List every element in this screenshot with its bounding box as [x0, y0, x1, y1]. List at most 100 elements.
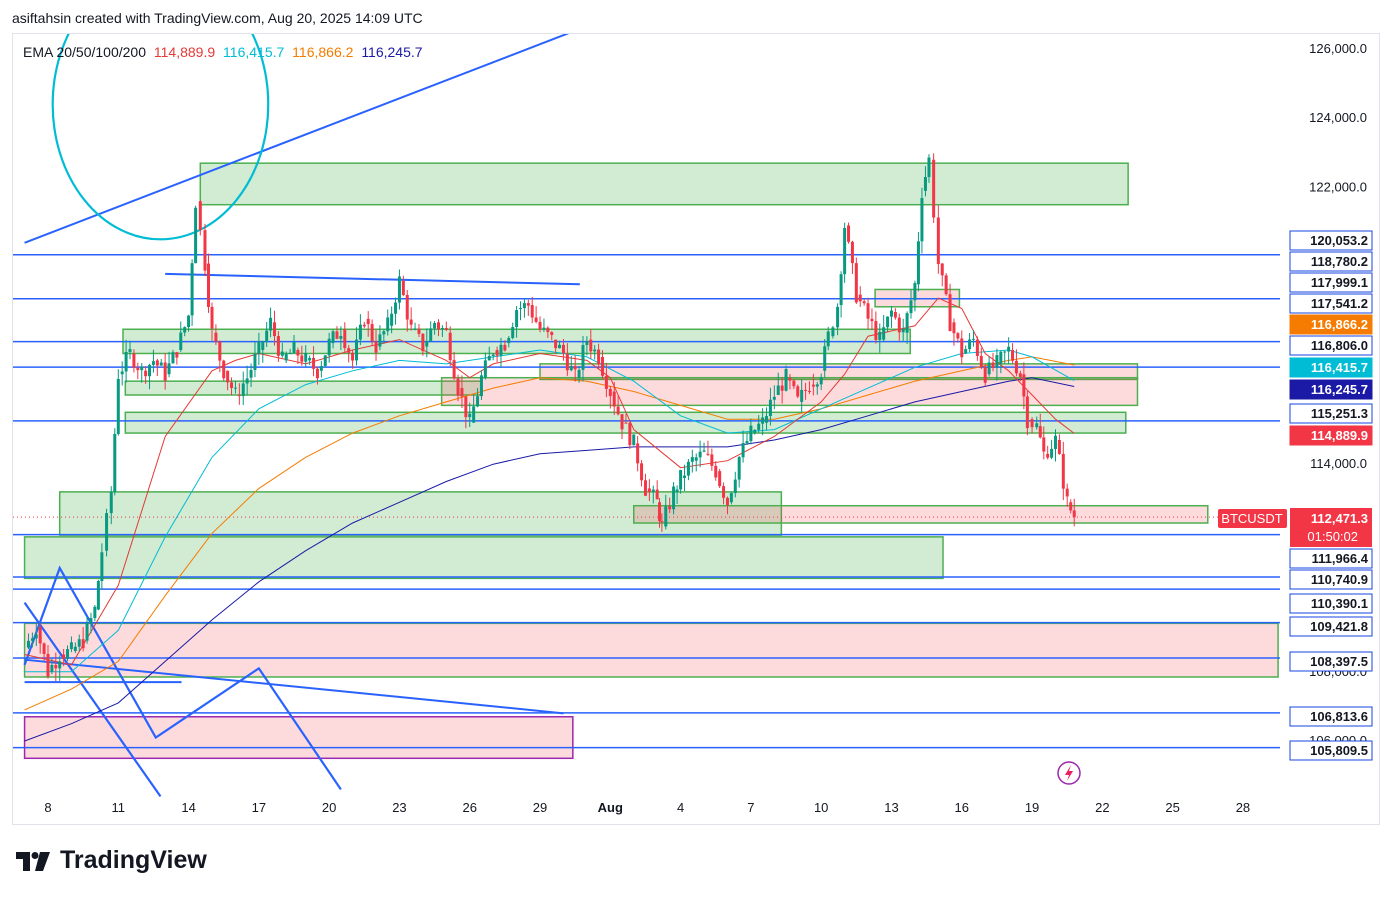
candle-body[interactable] [1038, 426, 1042, 438]
candle-body[interactable] [351, 352, 355, 361]
candle-body[interactable] [89, 618, 93, 624]
candle-body[interactable] [226, 370, 230, 383]
candle-body[interactable] [729, 493, 733, 503]
candle-body[interactable] [796, 386, 800, 397]
trendline[interactable] [24, 658, 564, 715]
candle-body[interactable] [105, 513, 109, 551]
candle-body[interactable] [725, 497, 729, 506]
price-label-level[interactable]: 109,421.8 [1289, 616, 1373, 637]
candle-body[interactable] [38, 626, 42, 644]
candle-body[interactable] [847, 225, 851, 242]
candle-body[interactable] [222, 360, 226, 379]
candle-body[interactable] [565, 353, 569, 371]
candle-body[interactable] [374, 341, 378, 353]
candle-body[interactable] [522, 303, 526, 309]
candle-body[interactable] [1018, 373, 1022, 377]
candle-body[interactable] [960, 338, 964, 358]
candle-body[interactable] [632, 434, 636, 446]
candle-body[interactable] [800, 389, 804, 402]
candle-body[interactable] [776, 385, 780, 395]
candle-body[interactable] [745, 441, 749, 444]
price-label-level[interactable]: 110,740.9 [1289, 569, 1373, 590]
candle-body[interactable] [397, 276, 401, 303]
candle-body[interactable] [983, 367, 987, 383]
pattern-polyline[interactable] [23, 565, 342, 791]
candle-body[interactable] [54, 664, 58, 669]
candle-body[interactable] [815, 384, 819, 387]
candle-body[interactable] [179, 332, 183, 351]
candle-body[interactable] [167, 363, 171, 375]
candle-body[interactable] [308, 357, 312, 361]
candle-body[interactable] [948, 294, 952, 332]
candle-body[interactable] [354, 339, 358, 361]
candle-body[interactable] [327, 338, 331, 356]
zone-purple[interactable] [23, 716, 574, 760]
candle-body[interactable] [77, 639, 81, 647]
candle-body[interactable] [675, 489, 679, 492]
candle-body[interactable] [952, 322, 956, 334]
candle-body[interactable] [999, 351, 1003, 364]
candle-body[interactable] [660, 521, 664, 523]
candle-body[interactable] [792, 380, 796, 387]
candle-body[interactable] [437, 322, 440, 330]
highlight-ellipse[interactable] [51, 0, 270, 241]
candle-body[interactable] [26, 640, 30, 648]
candle-body[interactable] [964, 349, 968, 354]
candle-body[interactable] [854, 263, 858, 303]
candle-body[interactable] [362, 324, 366, 327]
candle-body[interactable] [737, 457, 741, 480]
candle-body[interactable] [550, 332, 554, 336]
candle-body[interactable] [136, 367, 140, 371]
candle-body[interactable] [249, 369, 253, 378]
candle-body[interactable] [831, 327, 835, 337]
candle-body[interactable] [1011, 350, 1015, 361]
candle-body[interactable] [96, 581, 100, 610]
candle-body[interactable] [237, 395, 241, 397]
candle-body[interactable] [132, 353, 136, 368]
candle-body[interactable] [534, 317, 538, 322]
candle-body[interactable] [1042, 437, 1046, 452]
candle-body[interactable] [668, 506, 672, 510]
price-label-level[interactable]: 116,806.0 [1289, 335, 1373, 356]
candle-body[interactable] [148, 364, 152, 377]
candle-body[interactable] [546, 327, 550, 333]
current-price-tag[interactable]: 112,471.3 01:50:02 [1290, 508, 1372, 547]
price-label-ema200[interactable]: 116,245.7 [1289, 379, 1373, 400]
price-label-level[interactable]: 110,390.1 [1289, 593, 1373, 614]
candle-body[interactable] [975, 339, 979, 356]
candle-body[interactable] [597, 349, 601, 365]
candle-body[interactable] [30, 638, 34, 641]
candle-body[interactable] [460, 388, 464, 397]
candle-body[interactable] [109, 491, 113, 514]
ema200-line[interactable] [24, 377, 1075, 742]
candle-body[interactable] [339, 335, 343, 339]
candle-body[interactable] [511, 327, 515, 338]
candle-body[interactable] [417, 328, 421, 334]
candle-body[interactable] [850, 241, 854, 264]
candle-body[interactable] [144, 370, 148, 377]
price-label-ema100[interactable]: 116,866.2 [1289, 314, 1373, 335]
zone-support[interactable] [23, 536, 944, 580]
candle-body[interactable] [323, 355, 327, 367]
candle-body[interactable] [971, 338, 975, 340]
candle-body[interactable] [331, 331, 335, 344]
candle-body[interactable] [839, 274, 843, 306]
candle-body[interactable] [440, 328, 444, 330]
candle-body[interactable] [1035, 423, 1039, 428]
candle-body[interactable] [456, 378, 460, 396]
candle-body[interactable] [991, 362, 995, 368]
candle-body[interactable] [569, 366, 573, 371]
candle-body[interactable] [276, 336, 280, 356]
candle-body[interactable] [936, 217, 940, 265]
candle-body[interactable] [491, 354, 495, 356]
candle-body[interactable] [296, 350, 300, 356]
zone-support[interactable] [58, 491, 783, 536]
candle-body[interactable] [901, 328, 905, 333]
candle-body[interactable] [636, 443, 640, 464]
candle-body[interactable] [866, 303, 870, 319]
candle-body[interactable] [155, 360, 159, 366]
candle-body[interactable] [923, 177, 927, 191]
candle-body[interactable] [897, 317, 901, 333]
candle-body[interactable] [507, 337, 511, 344]
candle-body[interactable] [612, 391, 616, 407]
